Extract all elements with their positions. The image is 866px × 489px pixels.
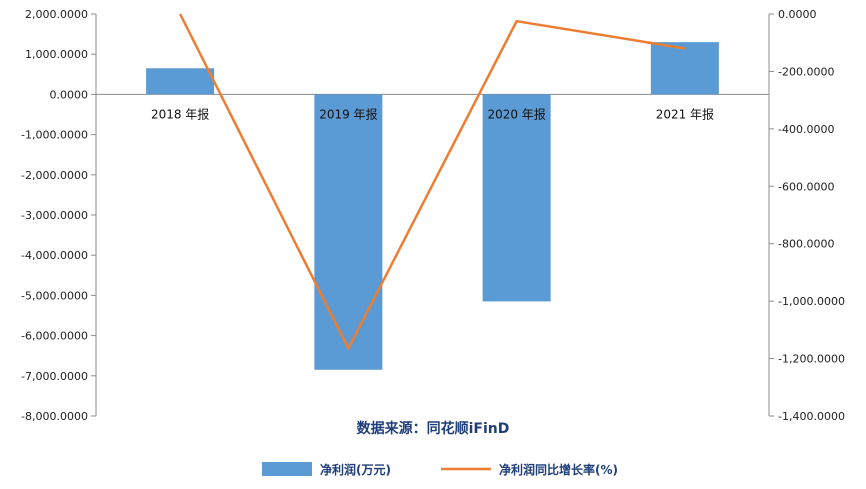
category-label: 2021 年报 (656, 106, 714, 121)
bar-series (146, 42, 719, 370)
legend-swatch-bar (262, 462, 312, 476)
left-tick-label: -5,000.0000 (21, 289, 88, 302)
right-tick-label: -1,200.0000 (778, 353, 845, 366)
category-label: 2019 年报 (319, 106, 377, 121)
left-y-axis: 2,000.0000 1,000.0000 0.0000 -1,000.0000 -2,… (21, 8, 769, 423)
source-note: 数据来源：同花顺iFinD (357, 420, 510, 437)
line-series (179, 13, 686, 350)
right-tick-label: 0.0000 (778, 8, 817, 21)
left-tick-label: -3,000.0000 (21, 209, 88, 222)
right-y-axis: 0.0000 -200.0000 -400.0000 -600.0000 -800.00… (768, 8, 845, 423)
category-labels: 2018 年报 2019 年报 2020 年报 2021 年报 (151, 106, 714, 121)
left-tick-label: -8,000.0000 (21, 410, 88, 423)
growth-rate-line (179, 13, 686, 350)
legend-label-net-profit: 净利润(万元) (320, 462, 391, 477)
bar (650, 42, 719, 95)
right-tick-label: -1,400.0000 (778, 410, 845, 423)
left-tick-label: -7,000.0000 (21, 370, 88, 383)
right-tick-label: -600.0000 (778, 180, 834, 193)
legend: 净利润(万元) 净利润同比增长率(%) (262, 462, 618, 477)
category-label: 2020 年报 (487, 106, 545, 121)
category-label: 2018 年报 (151, 106, 209, 121)
right-tick-label: -400.0000 (778, 123, 834, 136)
bar (482, 94, 551, 302)
left-tick-label: 2,000.0000 (25, 8, 88, 21)
bar (314, 94, 383, 370)
left-tick-label: -6,000.0000 (21, 330, 88, 343)
left-tick-label: -2,000.0000 (21, 169, 88, 182)
left-tick-label: 0.0000 (50, 88, 89, 101)
left-tick-label: 1,000.0000 (25, 48, 88, 61)
legend-label-growth-rate: 净利润同比增长率(%) (499, 462, 618, 477)
left-tick-label: -1,000.0000 (21, 129, 88, 142)
right-tick-label: -200.0000 (778, 65, 834, 78)
left-tick-label: -4,000.0000 (21, 249, 88, 262)
right-tick-label: -800.0000 (778, 238, 834, 251)
bar (146, 68, 215, 95)
right-tick-label: -1,000.0000 (778, 295, 845, 308)
